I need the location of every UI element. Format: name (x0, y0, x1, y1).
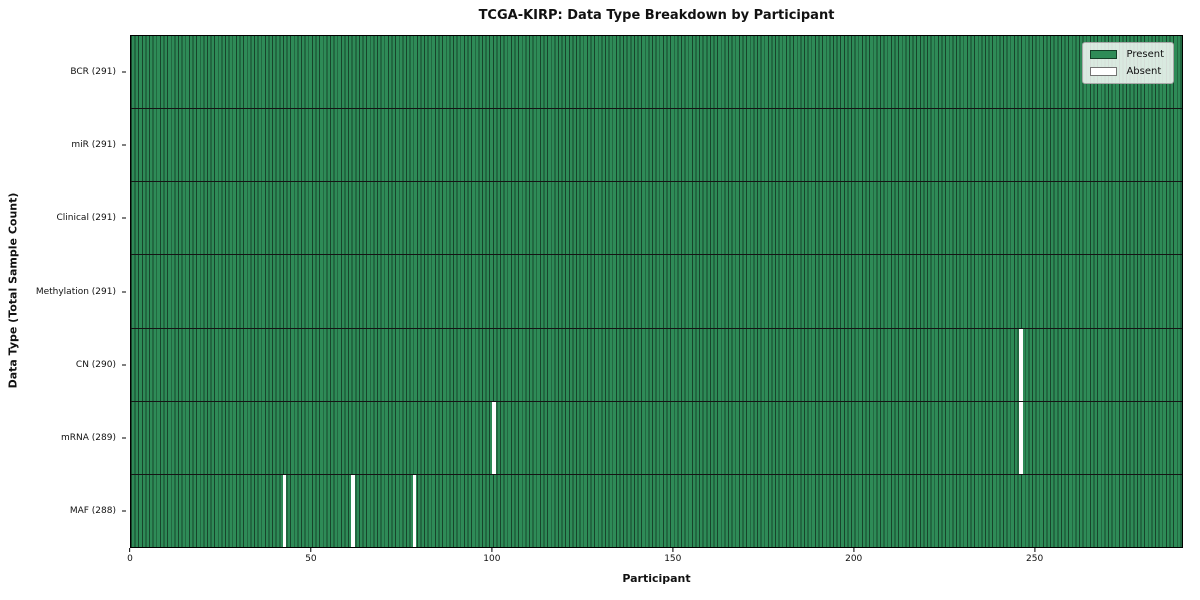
x-tick-mark (129, 548, 131, 552)
y-tick-mark (122, 71, 126, 73)
plot-area: Present Absent (130, 35, 1183, 548)
x-tick: 200 (845, 548, 862, 564)
heatmap-row (131, 182, 1182, 256)
ytick-label: Methylation (291) (35, 286, 116, 297)
heatmap-row (131, 474, 1182, 547)
x-tick-label: 0 (127, 554, 133, 564)
x-tick: 150 (664, 548, 681, 564)
heatmap-row (131, 109, 1182, 183)
x-tick-label: 200 (845, 554, 863, 564)
x-tick-label: 250 (1026, 554, 1044, 564)
absent-bar (1019, 328, 1024, 401)
legend-item-present: Present (1090, 49, 1164, 60)
y-tick-labels: BCR (291) miR (291) Clinical (291) Methylat… (0, 35, 126, 548)
absent-bar (1019, 401, 1024, 474)
x-tick: 50 (305, 548, 317, 564)
x-tick: 100 (483, 548, 500, 564)
x-axis: 0 50 100 150 200 250 (127, 548, 1183, 574)
legend-label-present: Present (1126, 49, 1164, 60)
ytick-label: Clinical (291) (56, 213, 116, 224)
x-tick-mark (310, 548, 312, 552)
y-tick-mark (122, 510, 126, 512)
y-tick-mark (122, 364, 126, 366)
heatmap-row (131, 401, 1182, 475)
y-tick-mark (122, 144, 126, 146)
y-tick-mark (122, 217, 126, 219)
absent-bar (282, 474, 287, 547)
absent-bar (351, 474, 355, 547)
ytick-label: miR (291) (71, 139, 116, 150)
x-axis-label: Participant (622, 572, 691, 585)
legend: Present Absent (1082, 42, 1174, 84)
x-tick-label: 50 (305, 554, 317, 564)
legend-swatch-absent-icon (1090, 67, 1118, 76)
absent-bar (412, 474, 417, 547)
y-tick-mark (122, 437, 126, 439)
x-tick-label: 100 (483, 554, 501, 564)
ytick-label: mRNA (289) (61, 433, 116, 444)
x-tick-mark (853, 548, 855, 552)
legend-item-absent: Absent (1090, 66, 1164, 77)
heatmap-row (131, 255, 1182, 329)
x-tick: 0 (127, 548, 133, 564)
x-tick-mark (491, 548, 493, 552)
ytick-label: MAF (288) (69, 506, 116, 517)
heatmap-row (131, 328, 1182, 402)
chart-title: TCGA-KIRP: Data Type Breakdown by Partic… (478, 8, 835, 23)
plot-rows (131, 36, 1182, 547)
legend-label-absent: Absent (1126, 66, 1162, 77)
ytick-label: BCR (291) (70, 66, 116, 77)
ytick-label: CN (290) (75, 359, 116, 370)
x-tick-mark (672, 548, 674, 552)
x-tick-mark (1034, 548, 1036, 552)
x-tick: 250 (1026, 548, 1043, 564)
legend-swatch-present-icon (1090, 50, 1118, 59)
y-tick-mark (122, 291, 126, 292)
x-tick-label: 150 (664, 554, 682, 564)
heatmap-row (131, 36, 1182, 110)
absent-bar (492, 401, 496, 474)
